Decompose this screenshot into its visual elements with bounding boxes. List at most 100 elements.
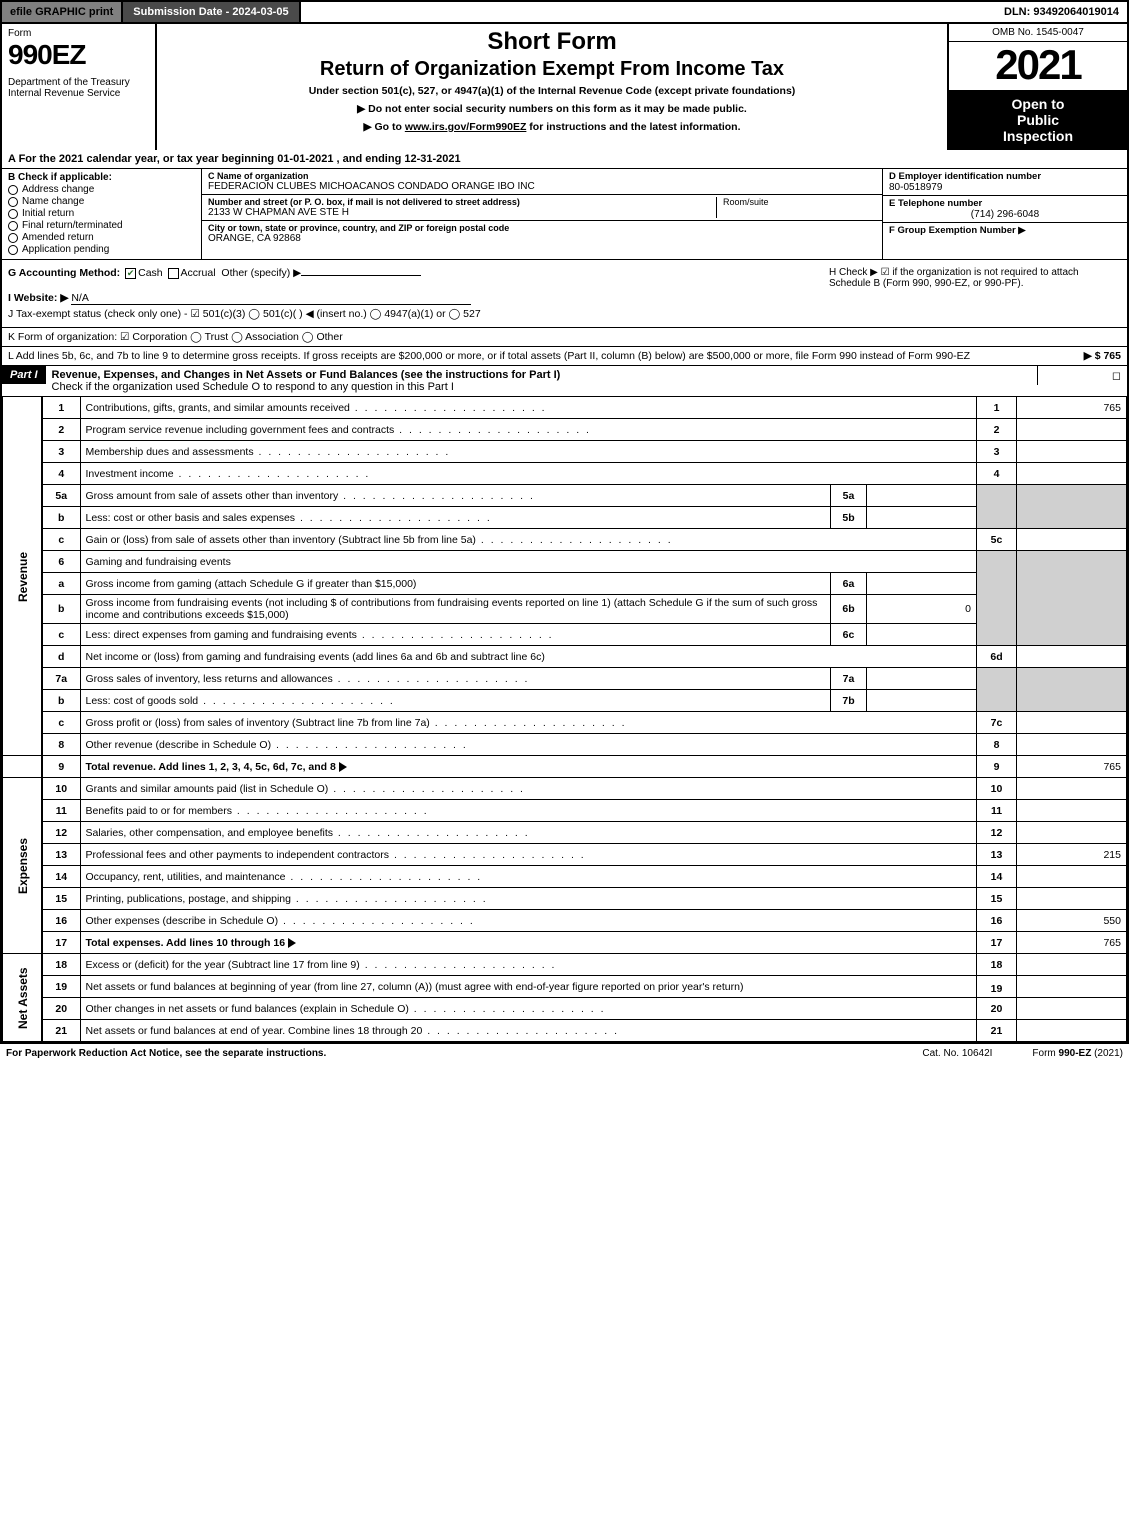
line-a: A For the 2021 calendar year, or tax yea…: [2, 150, 1127, 169]
form-body: A For the 2021 calendar year, or tax yea…: [0, 150, 1129, 1044]
l6c-subval: [867, 624, 977, 646]
l3-num: 3: [42, 441, 80, 463]
l21-amount: [1017, 1020, 1127, 1042]
l2-num: 2: [42, 419, 80, 441]
part-i-title: Revenue, Expenses, and Changes in Net As…: [52, 369, 561, 381]
room-suite-label: Room/suite: [716, 197, 876, 218]
l20-amount: [1017, 998, 1127, 1020]
l7a-desc: Gross sales of inventory, less returns a…: [80, 668, 831, 690]
l10-num: 10: [42, 778, 80, 800]
l9-amount: 765: [1017, 756, 1127, 778]
chk-accrual[interactable]: [168, 268, 179, 279]
l5b-subval: [867, 507, 977, 529]
chk-final-return[interactable]: [8, 221, 18, 231]
footer-left: For Paperwork Reduction Act Notice, see …: [6, 1048, 882, 1059]
l18-rnum: 18: [977, 954, 1017, 976]
open-inspection-badge: Open to Public Inspection: [949, 90, 1127, 150]
l8-num: 8: [42, 734, 80, 756]
l9-desc-b: Total revenue. Add lines 1, 2, 3, 4, 5c,…: [86, 761, 336, 773]
footer-right-post: (2021): [1091, 1048, 1123, 1059]
l1-amount: 765: [1017, 397, 1127, 419]
l4-desc: Investment income: [80, 463, 977, 485]
l10-rnum: 10: [977, 778, 1017, 800]
chk-amended-return[interactable]: [8, 233, 18, 243]
l14-amount: [1017, 866, 1127, 888]
l6-shade-amt: [1017, 551, 1127, 646]
l13-amount: 215: [1017, 844, 1127, 866]
open-line1: Open to: [953, 96, 1123, 112]
g-other-input[interactable]: [301, 275, 421, 276]
l5a-subval: [867, 485, 977, 507]
ghi-block: G Accounting Method: Cash Accrual Other …: [2, 260, 1127, 327]
org-name: FEDERACION CLUBES MICHOACANOS CONDADO OR…: [208, 181, 535, 192]
topbar-spacer: [301, 2, 996, 22]
footer-right-form: 990-EZ: [1059, 1048, 1092, 1059]
section-bcdef: B Check if applicable: Address change Na…: [2, 169, 1127, 260]
l21-desc: Net assets or fund balances at end of ye…: [80, 1020, 977, 1042]
l6-shade: [977, 551, 1017, 646]
l21-rnum: 21: [977, 1020, 1017, 1042]
l17-desc-b: Total expenses. Add lines 10 through 16: [86, 937, 286, 949]
short-form-title: Short Form: [487, 28, 616, 56]
l6b-subval: 0: [867, 595, 977, 624]
line-l: L Add lines 5b, 6c, and 7b to line 9 to …: [2, 346, 1127, 365]
l11-rnum: 11: [977, 800, 1017, 822]
part-i-checkbox[interactable]: ◻: [1037, 366, 1127, 385]
l9-desc: Total revenue. Add lines 1, 2, 3, 4, 5c,…: [80, 756, 977, 778]
l12-rnum: 12: [977, 822, 1017, 844]
org-city: ORANGE, CA 92868: [208, 233, 509, 244]
l20-rnum: 20: [977, 998, 1017, 1020]
l6-num: 6: [42, 551, 80, 573]
l17-desc: Total expenses. Add lines 10 through 16: [80, 932, 977, 954]
l15-amount: [1017, 888, 1127, 910]
l5a-desc: Gross amount from sale of assets other t…: [80, 485, 831, 507]
l6a-num: a: [42, 573, 80, 595]
chk-initial-return[interactable]: [8, 209, 18, 219]
l16-desc: Other expenses (describe in Schedule O): [80, 910, 977, 932]
l5c-amount: [1017, 529, 1127, 551]
l7b-num: b: [42, 690, 80, 712]
arrow-icon: [339, 762, 347, 772]
footer-right-pre: Form: [1032, 1048, 1058, 1059]
l13-num: 13: [42, 844, 80, 866]
l6c-num: c: [42, 624, 80, 646]
i-label: I Website: ▶: [8, 292, 68, 304]
col-c: C Name of organization FEDERACION CLUBES…: [202, 169, 882, 259]
header-left: Form 990EZ Department of the Treasury In…: [2, 24, 157, 150]
e-phone-value: (714) 296-6048: [889, 209, 1121, 220]
l6b-num: b: [42, 595, 80, 624]
chk-name-change[interactable]: [8, 197, 18, 207]
g-label: G Accounting Method:: [8, 267, 120, 279]
l5b-num: b: [42, 507, 80, 529]
lines-table: Revenue 1 Contributions, gifts, grants, …: [2, 396, 1127, 1042]
part-i-label: Part I: [2, 366, 46, 384]
header-right: OMB No. 1545-0047 2021 Open to Public In…: [947, 24, 1127, 150]
chk-cash[interactable]: [125, 268, 136, 279]
l15-desc: Printing, publications, postage, and shi…: [80, 888, 977, 910]
l12-num: 12: [42, 822, 80, 844]
l7ab-shade-amt: [1017, 668, 1127, 712]
l5c-num: c: [42, 529, 80, 551]
arrow-icon: [288, 938, 296, 948]
e-phone-label: E Telephone number: [889, 198, 1121, 209]
l13-rnum: 13: [977, 844, 1017, 866]
l12-desc: Salaries, other compensation, and employ…: [80, 822, 977, 844]
l4-amount: [1017, 463, 1127, 485]
irs-link[interactable]: www.irs.gov/Form990EZ: [405, 121, 527, 133]
l5c-desc: Gain or (loss) from sale of assets other…: [80, 529, 977, 551]
g-other: Other (specify) ▶: [221, 267, 301, 279]
l7b-desc: Less: cost of goods sold: [80, 690, 831, 712]
chk-application-pending[interactable]: [8, 245, 18, 255]
dln-label: DLN: 93492064019014: [996, 2, 1127, 22]
submission-date-badge: Submission Date - 2024-03-05: [123, 2, 300, 22]
b-header: B Check if applicable:: [8, 172, 195, 183]
l6c-sublbl: 6c: [831, 624, 867, 646]
goto-pre: ▶ Go to: [364, 121, 405, 133]
l10-desc: Grants and similar amounts paid (list in…: [80, 778, 977, 800]
open-line3: Inspection: [953, 128, 1123, 144]
efile-print-button[interactable]: efile GRAPHIC print: [2, 2, 123, 22]
chk-address-change[interactable]: [8, 185, 18, 195]
l19-rnum: 19: [977, 976, 1017, 998]
l6d-num: d: [42, 646, 80, 668]
l16-amount: 550: [1017, 910, 1127, 932]
